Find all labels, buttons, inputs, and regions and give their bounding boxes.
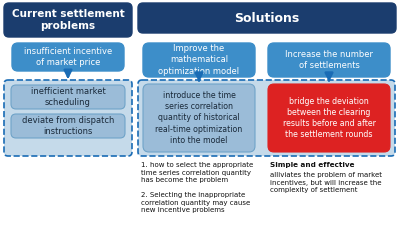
Text: Increase the number
of settlements: Increase the number of settlements [285,50,373,70]
FancyBboxPatch shape [138,80,395,156]
Text: bridge the deviation
between the clearing
results before and after
the settlemen: bridge the deviation between the clearin… [282,97,376,139]
FancyBboxPatch shape [268,84,390,152]
Text: 1. how to select the appropriate
time series correlation quantity
has become the: 1. how to select the appropriate time se… [141,162,253,213]
Text: alliviates the problem of market
incentives, but will increase the
complexity of: alliviates the problem of market incenti… [270,172,382,193]
Text: inefficient market
scheduling: inefficient market scheduling [31,87,105,107]
Text: Simple and effective: Simple and effective [270,162,354,168]
Text: deviate from dispatch
instructions: deviate from dispatch instructions [22,116,114,136]
FancyBboxPatch shape [4,80,132,156]
FancyBboxPatch shape [4,3,132,37]
FancyBboxPatch shape [11,85,125,109]
FancyBboxPatch shape [12,43,124,71]
Text: Improve the
mathematical
optimization model: Improve the mathematical optimization mo… [158,44,240,76]
FancyBboxPatch shape [268,43,390,77]
FancyBboxPatch shape [143,84,255,152]
Text: Solutions: Solutions [234,12,300,25]
Text: introduce the time
series correlation
quantity of historical
real-time optimizat: introduce the time series correlation qu… [155,91,243,145]
Text: Current settlement
problems: Current settlement problems [12,9,124,31]
Text: insufficient incentive
of market price: insufficient incentive of market price [24,47,112,67]
FancyBboxPatch shape [143,43,255,77]
FancyBboxPatch shape [138,3,396,33]
FancyBboxPatch shape [11,114,125,138]
